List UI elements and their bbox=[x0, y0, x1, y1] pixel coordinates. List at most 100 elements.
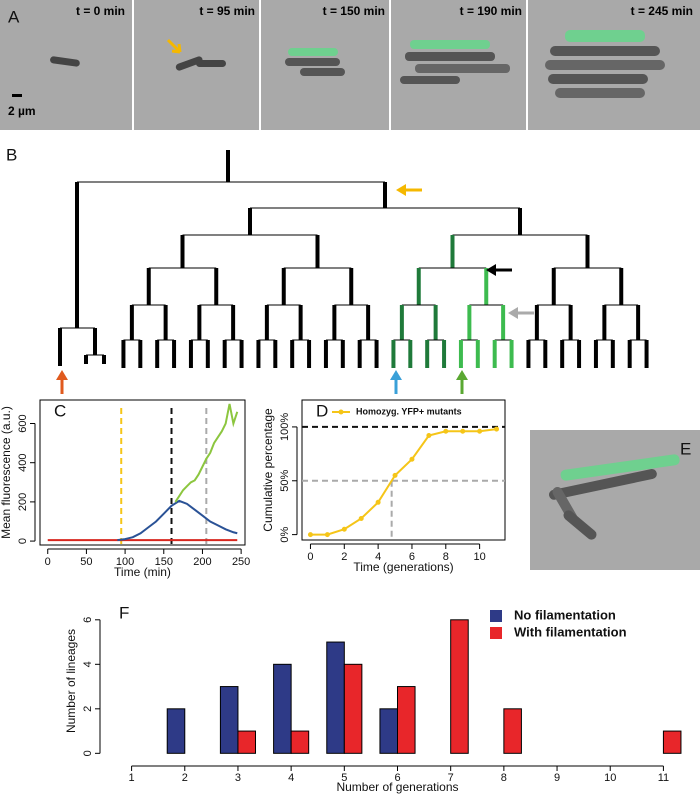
arrow-head bbox=[486, 264, 496, 276]
arrow bbox=[56, 370, 68, 394]
time-label: t = 150 min bbox=[323, 4, 385, 18]
x-tick-label: 11 bbox=[658, 772, 669, 784]
x-tick-label: 4 bbox=[288, 772, 294, 784]
plot-frame bbox=[301, 399, 506, 541]
arrow bbox=[166, 38, 182, 54]
legend-swatch bbox=[490, 610, 502, 622]
bar bbox=[662, 730, 682, 754]
plot-frame bbox=[39, 399, 246, 546]
cell bbox=[563, 510, 597, 540]
scale-label: 2 µm bbox=[8, 104, 36, 118]
x-tick-label: 250 bbox=[232, 556, 250, 568]
y-axis-label: Mean fluorescence (a.u.) bbox=[0, 406, 13, 539]
bar bbox=[343, 663, 363, 754]
panel-a: A 2 µm t = 0 min t = 95 min t = 150 min … bbox=[0, 0, 700, 130]
series-line bbox=[117, 499, 238, 542]
panel-label: F bbox=[119, 603, 129, 622]
cell bbox=[400, 76, 460, 84]
micrograph bbox=[530, 430, 700, 570]
y-tick-label: 2 bbox=[82, 706, 94, 712]
point bbox=[477, 428, 483, 434]
x-tick-label: 10 bbox=[474, 551, 486, 563]
time-label: t = 0 min bbox=[76, 4, 125, 18]
time-label: t = 190 min bbox=[460, 4, 522, 18]
bar bbox=[503, 708, 522, 754]
cell bbox=[288, 48, 338, 56]
x-tick-label: 7 bbox=[448, 772, 454, 784]
series-line bbox=[310, 428, 497, 536]
point bbox=[375, 499, 381, 505]
x-tick-label: 4 bbox=[375, 551, 381, 563]
cell bbox=[555, 88, 645, 98]
x-tick-label: 200 bbox=[193, 556, 211, 568]
x-axis-label: Time (generations) bbox=[353, 560, 453, 574]
x-tick-label: 2 bbox=[182, 772, 188, 784]
arrow-head bbox=[396, 184, 406, 196]
legend-label: With filamentation bbox=[514, 624, 627, 639]
point bbox=[341, 526, 347, 532]
series-line bbox=[174, 403, 239, 503]
panel-label: D bbox=[316, 401, 328, 420]
x-tick-label: 3 bbox=[235, 772, 241, 784]
time-label: t = 245 min bbox=[631, 4, 693, 18]
y-tick-label: 4 bbox=[82, 661, 94, 667]
y-tick-label: 6 bbox=[82, 617, 94, 623]
point bbox=[324, 532, 330, 538]
cell bbox=[196, 60, 226, 67]
point bbox=[443, 428, 449, 434]
bar bbox=[326, 641, 345, 754]
x-tick-label: 0 bbox=[45, 556, 51, 568]
x-tick-label: 1 bbox=[129, 772, 135, 784]
cell bbox=[565, 30, 645, 42]
cell bbox=[285, 58, 340, 66]
legend-label: No filamentation bbox=[514, 607, 616, 622]
y-tick-label: 400 bbox=[17, 454, 29, 472]
cell bbox=[415, 64, 510, 73]
point bbox=[409, 456, 415, 462]
chart: F 0 2 4 6 Number of lineages Number of generat… bbox=[64, 603, 682, 794]
cell bbox=[550, 46, 660, 56]
y-axis-label: Number of lineages bbox=[64, 629, 78, 733]
legend-swatch bbox=[338, 409, 344, 415]
bar bbox=[273, 663, 292, 754]
scale-bar bbox=[12, 94, 22, 97]
panel-label: E bbox=[680, 439, 691, 458]
x-tick-label: 0 bbox=[307, 551, 313, 563]
bar bbox=[397, 686, 416, 754]
y-tick-label: 100% bbox=[279, 413, 291, 441]
legend-swatch bbox=[490, 627, 502, 639]
x-tick-label: 6 bbox=[409, 551, 415, 563]
x-tick-label: 8 bbox=[501, 772, 507, 784]
x-tick-label: 9 bbox=[554, 772, 560, 784]
point bbox=[494, 426, 500, 432]
arrow bbox=[396, 184, 422, 196]
y-tick-label: 0% bbox=[279, 526, 291, 542]
x-axis-label: Number of generations bbox=[336, 780, 458, 794]
x-tick-label: 8 bbox=[443, 551, 449, 563]
time-label: t = 95 min bbox=[199, 4, 255, 18]
arrow bbox=[390, 370, 402, 394]
y-tick-label: 50% bbox=[279, 470, 291, 492]
y-tick-label: 0 bbox=[17, 538, 29, 544]
x-tick-label: 2 bbox=[341, 551, 347, 563]
x-axis-label: Time (min) bbox=[114, 565, 171, 579]
cell bbox=[405, 52, 495, 61]
panel-label: C bbox=[54, 401, 66, 420]
y-axis-label: Cumulative percentage bbox=[261, 408, 275, 532]
x-tick-label: 5 bbox=[341, 772, 347, 784]
bar bbox=[237, 730, 257, 754]
panel-label: A bbox=[8, 7, 20, 26]
panel-e: E bbox=[530, 430, 700, 570]
arrow-head bbox=[508, 307, 518, 319]
bar bbox=[166, 708, 186, 754]
bar bbox=[379, 708, 399, 754]
legend-label: Homozyg. YFP+ mutants bbox=[356, 406, 462, 416]
panel-b: B bbox=[6, 145, 649, 394]
arrow-head bbox=[456, 370, 468, 380]
arrow-head bbox=[390, 370, 402, 380]
cell bbox=[410, 40, 490, 49]
x-tick-label: 100 bbox=[116, 556, 134, 568]
point bbox=[426, 433, 432, 439]
arrow bbox=[486, 264, 512, 276]
